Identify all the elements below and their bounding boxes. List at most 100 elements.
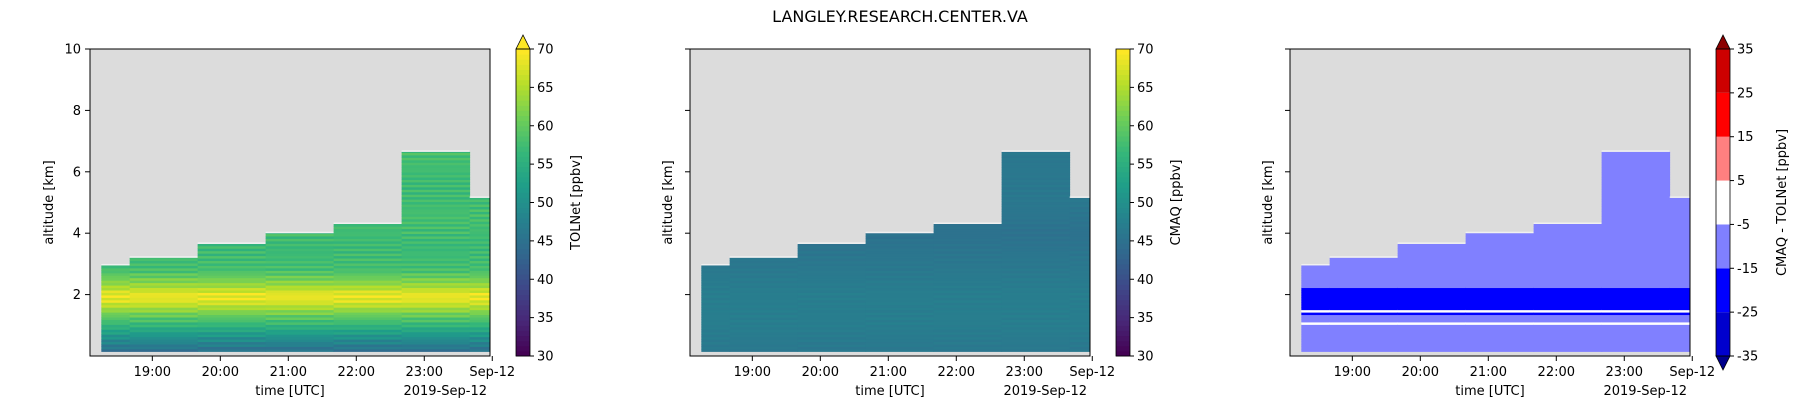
colorbar-label: CMAQ [ppbv] (1169, 160, 1184, 246)
panel-1: 19:00 20:00 21:00 22:00 23:00 Sep-12 time [UTC… (42, 34, 584, 399)
heatmap-cell (1069, 334, 1091, 338)
heatmap-cell (101, 304, 131, 308)
heatmap-cell (129, 270, 199, 274)
heatmap-cell (729, 277, 799, 281)
heatmap-cell (1465, 267, 1535, 271)
heatmap-cell (1301, 341, 1331, 345)
heatmap-cell (865, 282, 935, 286)
heatmap-cell (1669, 211, 1691, 215)
heatmap-cell (1397, 339, 1467, 343)
heatmap-cell (797, 243, 867, 247)
heatmap-cell (401, 206, 471, 210)
heatmap-cell (933, 314, 1003, 318)
heatmap-cell (333, 223, 403, 227)
heatmap-cell (333, 307, 403, 311)
column-top-edge (1601, 150, 1670, 152)
heatmap-cell (1465, 289, 1535, 293)
heatmap-cell (333, 289, 403, 293)
colorbar-segment (1116, 222, 1130, 229)
heatmap-cell (401, 152, 471, 156)
heatmap-cell (1329, 344, 1399, 347)
heatmap-cell (1465, 336, 1535, 340)
colorbar-tick-label: 35 (1737, 43, 1754, 58)
colorbar-segment (516, 192, 530, 198)
heatmap-cell (401, 302, 471, 306)
y-axis-label: altitude [km] (42, 160, 57, 244)
heatmap-cell (1069, 240, 1091, 244)
x-tick-label: 21:00 (270, 365, 307, 380)
heatmap-cell (1069, 336, 1091, 340)
heatmap-cell (1069, 309, 1091, 313)
heatmap-cell (401, 321, 471, 325)
heatmap-cell (1001, 287, 1071, 291)
plot-frame (1289, 48, 1691, 357)
heatmap-cell (1601, 253, 1671, 257)
heatmap-cell (197, 280, 267, 284)
colorbar-segment (1116, 294, 1130, 301)
heatmap-cell (1069, 344, 1091, 347)
heatmap-cell (797, 302, 867, 306)
heatmap-cell (1397, 250, 1467, 254)
heatmap-cell (1669, 204, 1691, 207)
heatmap-cell (1601, 243, 1671, 247)
heatmap-cell (933, 267, 1003, 271)
heatmap-cell (1601, 194, 1671, 198)
heatmap-cell (729, 309, 799, 313)
heatmap-cell (797, 344, 867, 347)
heatmap-cell (1001, 172, 1071, 176)
heatmap-cell (265, 334, 335, 338)
heatmap-cell (401, 329, 471, 333)
heatmap-cell (333, 235, 403, 239)
plot-frame (689, 48, 1091, 357)
heatmap-cell (1533, 258, 1603, 262)
heatmap-cell (1601, 312, 1671, 316)
heatmap-cell (1533, 314, 1603, 318)
colorbar-segment (516, 187, 530, 193)
colorbar-segment (516, 105, 530, 111)
heatmap-cell (1001, 294, 1071, 298)
heatmap-cell (101, 282, 131, 286)
heatmap-cell (701, 344, 731, 347)
heatmap-cell (797, 245, 867, 249)
heatmap-cell (1397, 282, 1467, 286)
heatmap-cell (1329, 309, 1399, 313)
heatmap-cell (933, 260, 1003, 264)
heatmap-cell (933, 319, 1003, 323)
heatmap-cell (1533, 329, 1603, 333)
heatmap-cell (333, 302, 403, 306)
heatmap-cell (1465, 255, 1535, 259)
heatmap-cell (333, 275, 403, 279)
heatmap-cell (101, 299, 131, 303)
colorbar-segment (516, 171, 530, 178)
colorbar-segment (1116, 161, 1130, 168)
heatmap-cell (265, 329, 335, 333)
heatmap-cell (1465, 297, 1535, 301)
colorbar-segment (1116, 192, 1130, 198)
colorbar-segment (1116, 54, 1130, 60)
heatmap-cell (1601, 329, 1671, 333)
heatmap-cell (729, 289, 799, 293)
heatmap-cell (1465, 307, 1535, 311)
heatmap-cell (101, 314, 131, 318)
heatmap-cell (1601, 162, 1671, 166)
heatmap-cell (933, 280, 1003, 284)
heatmap-cell (401, 341, 471, 345)
profile-column (265, 231, 335, 352)
heatmap-cell (1601, 280, 1671, 284)
heatmap-cell (933, 275, 1003, 279)
heatmap-cell (1669, 223, 1691, 227)
profile-column (729, 256, 799, 352)
heatmap-cell (729, 329, 799, 333)
heatmap-cell (1669, 231, 1691, 235)
heatmap-cell (101, 331, 131, 335)
heatmap-cell (401, 339, 471, 343)
heatmap-cell (401, 258, 471, 262)
heatmap-cell (333, 240, 403, 244)
heatmap-cell (1601, 277, 1671, 281)
heatmap-cell (1301, 334, 1331, 338)
heatmap-cell (401, 245, 471, 249)
heatmap-cell (1601, 346, 1671, 350)
heatmap-cell (729, 346, 799, 350)
colorbar-segment (1116, 89, 1130, 96)
heatmap-cell (1669, 334, 1691, 338)
